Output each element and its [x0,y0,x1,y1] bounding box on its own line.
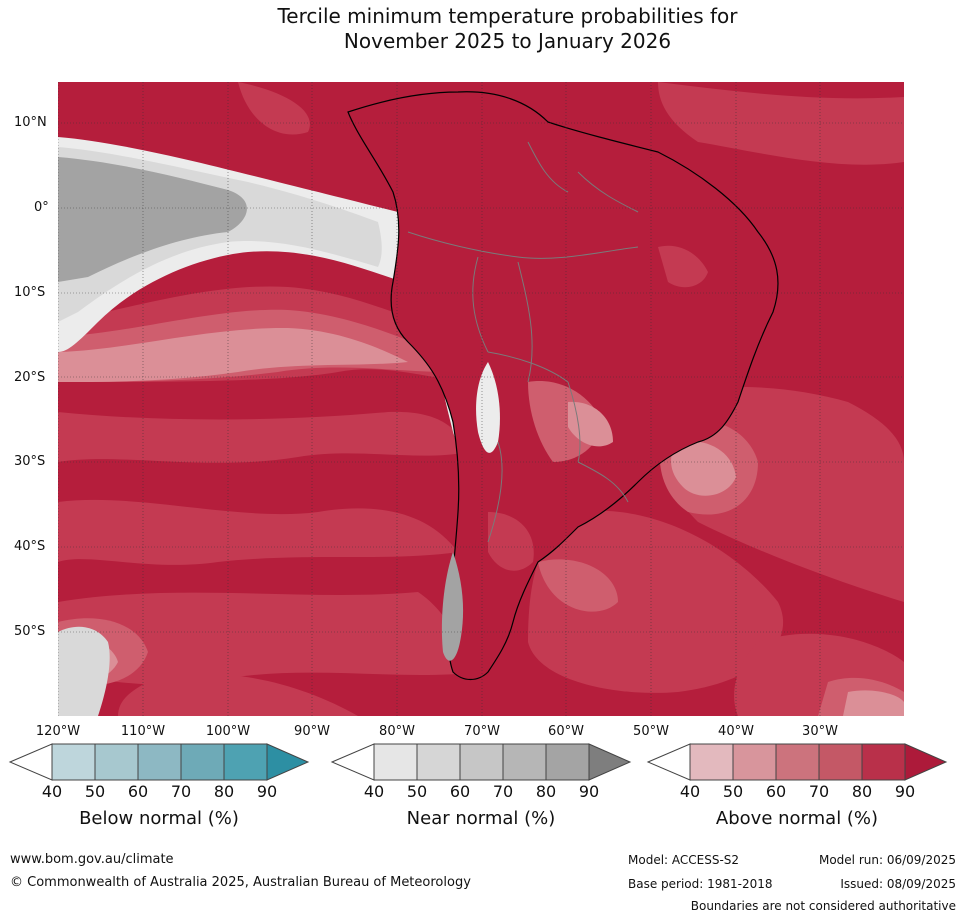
near-tick-60: 60 [449,782,471,801]
below-normal-colorbar [8,743,310,781]
near-tick-40: 40 [363,782,385,801]
south-america-landmass [347,91,779,681]
above-swatch-3 [776,744,819,780]
lon-label-40w: 40°W [718,724,754,739]
below-swatch-2 [95,744,138,780]
lon-label-80w: 80°W [379,724,415,739]
lat-label-0: 0° [34,200,49,215]
below-swatch-0 [8,743,53,781]
lon-label-120w: 120°W [35,724,81,739]
copyright-text: © Commonwealth of Australia 2025, Austra… [10,875,471,890]
above-swatch-5 [862,744,905,780]
issued-text: Issued: 08/09/2025 [840,877,956,891]
graticule [58,82,904,716]
lon-label-100w: 100°W [205,724,251,739]
below-swatch-4 [181,744,224,780]
below-swatch-5 [224,744,267,780]
below-tick-40: 40 [41,782,63,801]
above-tick-70: 70 [808,782,830,801]
title-line-1: Tercile minimum temperature probabilitie… [277,4,738,28]
lat-label-10s: 10°S [14,285,46,300]
near-swatch-0 [330,743,375,781]
near-swatch-4 [503,744,546,780]
below-tick-50: 50 [84,782,106,801]
above-swatch-0 [646,743,691,781]
above-tick-60: 60 [765,782,787,801]
website-link[interactable]: www.bom.gov.au/climate [10,852,174,867]
near-swatch-5 [546,744,589,780]
below-swatch-1 [52,744,95,780]
lon-label-50w: 50°W [633,724,669,739]
above-tick-80: 80 [851,782,873,801]
near-tick-90: 90 [578,782,600,801]
title-line-2: November 2025 to January 2026 [343,29,672,53]
above-tick-90: 90 [894,782,916,801]
near-normal-colorbar [330,743,632,781]
lon-label-30w: 30°W [802,724,838,739]
above-tick-50: 50 [722,782,744,801]
map-title: Tercile minimum temperature probabilitie… [0,4,965,54]
above-normal-title: Above normal (%) [715,808,879,829]
above-normal-colorbar [646,743,948,781]
near-tick-80: 80 [535,782,557,801]
model-text: Model: ACCESS-S2 [628,853,740,867]
near-swatch-1 [374,744,417,780]
disclaimer-text: Boundaries are not considered authoritat… [690,899,956,913]
country-borders [407,141,639,543]
below-swatch-6 [266,743,310,781]
lat-label-30s: 30°S [14,454,46,469]
below-tick-60: 60 [127,782,149,801]
above-swatch-1 [690,744,733,780]
lat-label-50s: 50°S [14,624,46,639]
below-tick-90: 90 [256,782,278,801]
lon-label-90w: 90°W [294,724,330,739]
map-canvas [58,82,904,716]
near-swatch-3 [460,744,503,780]
near-swatch-2 [417,744,460,780]
base-period-text: Base period: 1981-2018 [628,877,773,891]
lon-label-70w: 70°W [464,724,500,739]
lat-label-40s: 40°S [14,539,46,554]
above-swatch-6 [904,743,948,781]
near-tick-70: 70 [492,782,514,801]
near-normal-title: Near normal (%) [406,808,556,829]
near-tick-50: 50 [406,782,428,801]
lon-label-60w: 60°W [548,724,584,739]
above-tick-40: 40 [679,782,701,801]
model-run-text: Model run: 06/09/2025 [818,853,956,867]
lat-label-10n: 10°N [14,115,47,130]
below-tick-80: 80 [213,782,235,801]
above-swatch-2 [733,744,776,780]
below-tick-70: 70 [170,782,192,801]
probability-map [58,82,904,716]
below-normal-title: Below normal (%) [79,808,239,829]
above-swatch-4 [819,744,862,780]
below-swatch-3 [138,744,181,780]
lat-label-20s: 20°S [14,370,46,385]
near-swatch-6 [588,743,632,781]
lon-label-110w: 110°W [120,724,166,739]
